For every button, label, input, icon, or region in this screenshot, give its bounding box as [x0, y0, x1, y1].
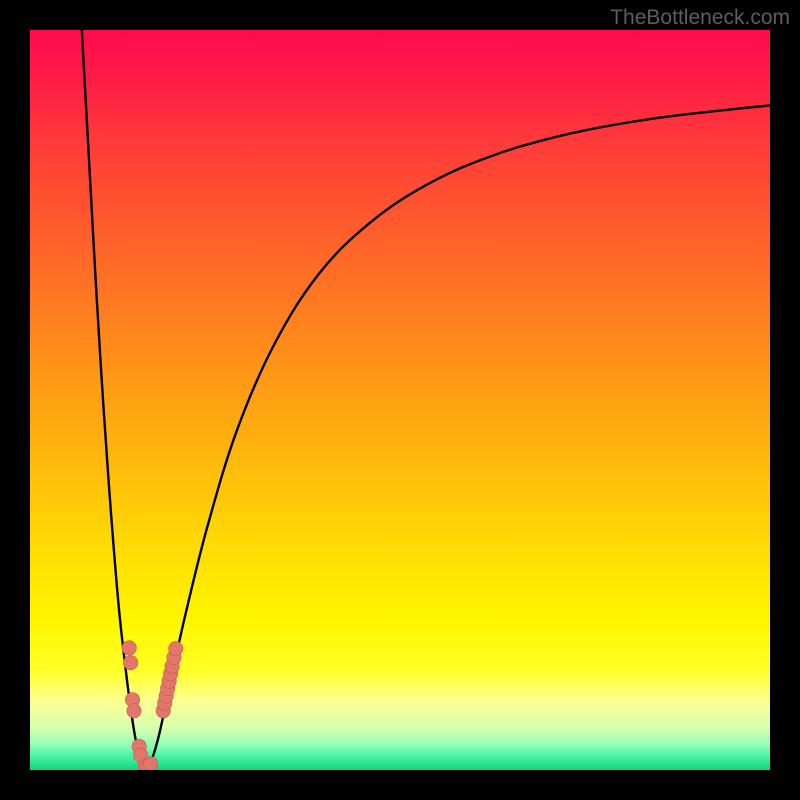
plot-background	[30, 30, 770, 770]
chart-svg	[0, 0, 800, 800]
sample-marker	[127, 704, 141, 718]
bottleneck-chart: TheBottleneck.com	[0, 0, 800, 800]
sample-marker	[122, 641, 136, 655]
sample-marker	[169, 641, 183, 655]
sample-marker	[143, 757, 157, 771]
sample-marker	[123, 656, 137, 670]
